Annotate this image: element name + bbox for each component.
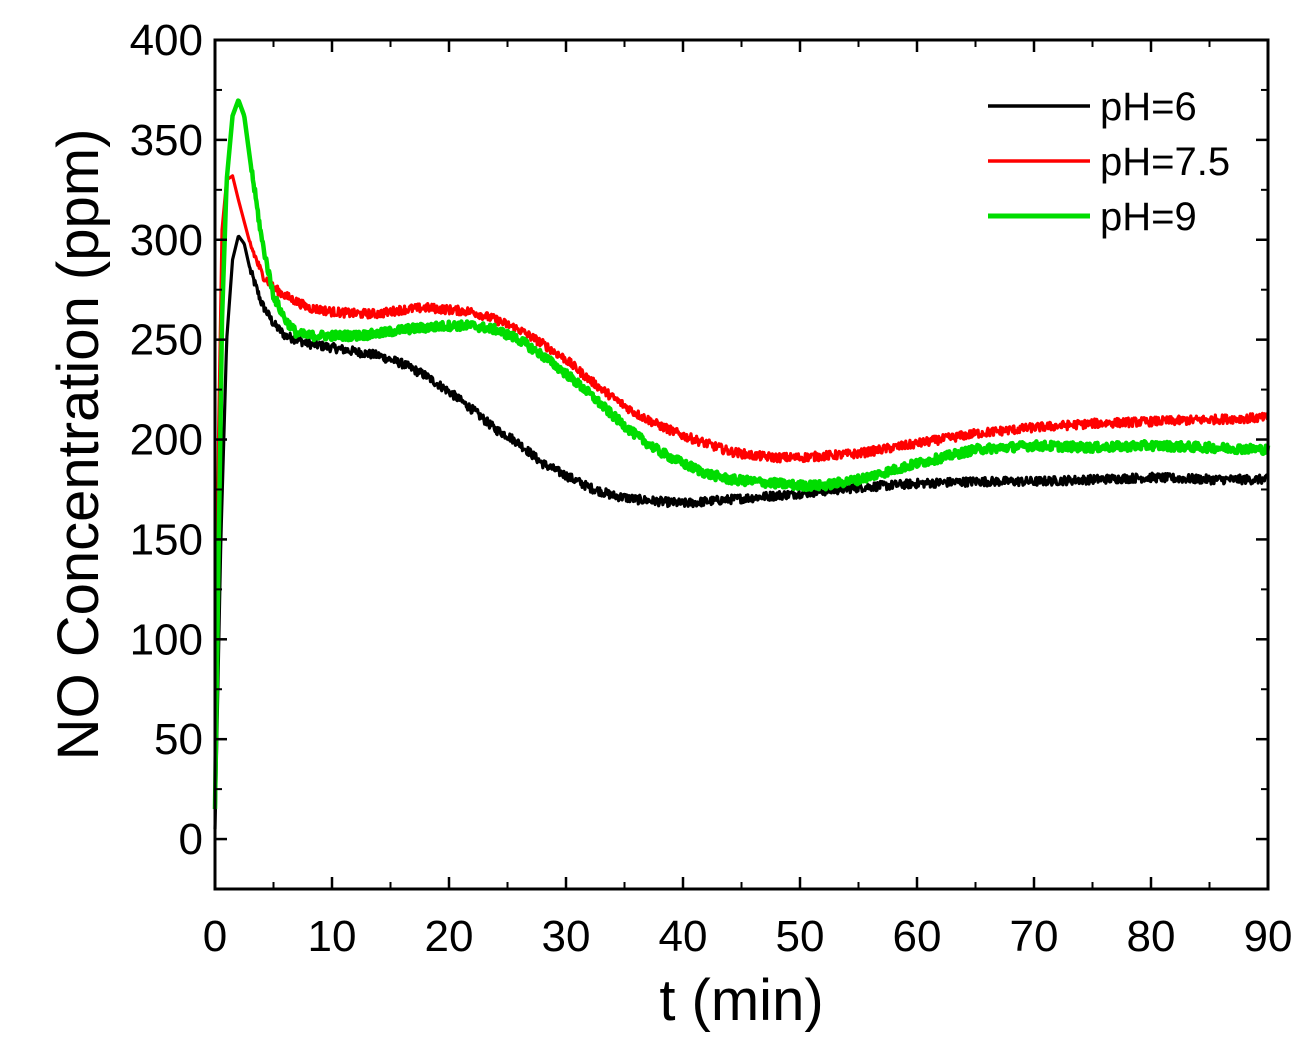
legend: pH=6 pH=7.5 pH=9: [988, 85, 1230, 239]
x-tick-label: 0: [203, 912, 227, 961]
x-tick-label: 50: [776, 912, 825, 961]
y-tick-labels: 0 50 100 150 200 250 300 350 400: [130, 16, 203, 864]
x-tick-label: 70: [1010, 912, 1059, 961]
series-line-2: [213, 174, 1269, 810]
y-tick-label: 100: [130, 615, 203, 664]
x-tick-label: 40: [659, 912, 708, 961]
x-tick-label: 30: [542, 912, 591, 961]
y-axis-title: NO Concentration (ppm): [46, 129, 111, 761]
x-tick-label: 20: [425, 912, 474, 961]
y-tick-label: 400: [130, 16, 203, 65]
series-line-1: [213, 234, 1270, 830]
y-tick-label: 250: [130, 316, 203, 365]
x-tick-labels: 0 10 20 30 40 50 60 70 80 90: [203, 912, 1293, 961]
x-tick-label: 60: [893, 912, 942, 961]
y-tick-label: 350: [130, 116, 203, 165]
y-tick-label: 0: [179, 815, 203, 864]
series-layer: [212, 98, 1271, 830]
legend-label-3: pH=9: [1100, 195, 1197, 239]
y-tick-label: 300: [130, 216, 203, 265]
legend-label-1: pH=6: [1100, 85, 1197, 129]
y-tick-label: 200: [130, 416, 203, 465]
series-line-3: [212, 98, 1271, 810]
legend-label-2: pH=7.5: [1100, 140, 1230, 184]
y-tick-label: 50: [154, 715, 203, 764]
x-tick-label: 10: [308, 912, 357, 961]
y-tick-label: 150: [130, 515, 203, 564]
ticks-layer: [213, 38, 1270, 889]
x-tick-label: 90: [1244, 912, 1293, 961]
x-axis-title: t (min): [659, 968, 823, 1033]
x-tick-label: 80: [1127, 912, 1176, 961]
